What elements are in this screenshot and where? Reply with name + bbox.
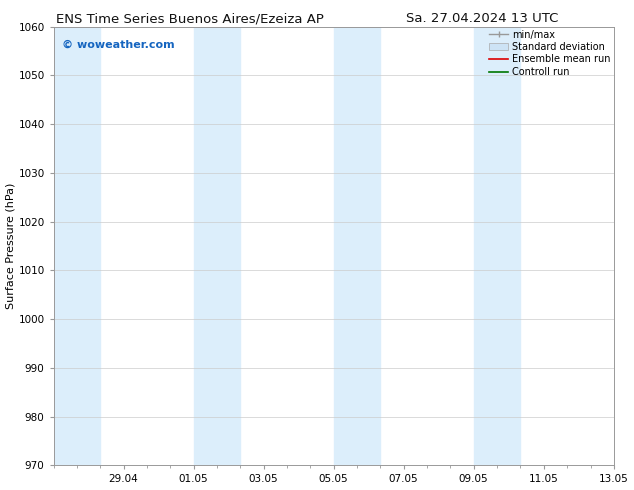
Bar [474, 27, 520, 465]
Bar [193, 27, 240, 465]
Legend: min/max, Standard deviation, Ensemble mean run, Controll run: min/max, Standard deviation, Ensemble me… [487, 27, 612, 79]
Text: ENS Time Series Buenos Aires/Ezeiza AP: ENS Time Series Buenos Aires/Ezeiza AP [56, 12, 324, 25]
Bar [54, 27, 100, 465]
Text: Sa. 27.04.2024 13 UTC: Sa. 27.04.2024 13 UTC [406, 12, 558, 25]
Bar [333, 27, 380, 465]
Y-axis label: Surface Pressure (hPa): Surface Pressure (hPa) [6, 183, 16, 309]
Text: © woweather.com: © woweather.com [62, 40, 174, 50]
